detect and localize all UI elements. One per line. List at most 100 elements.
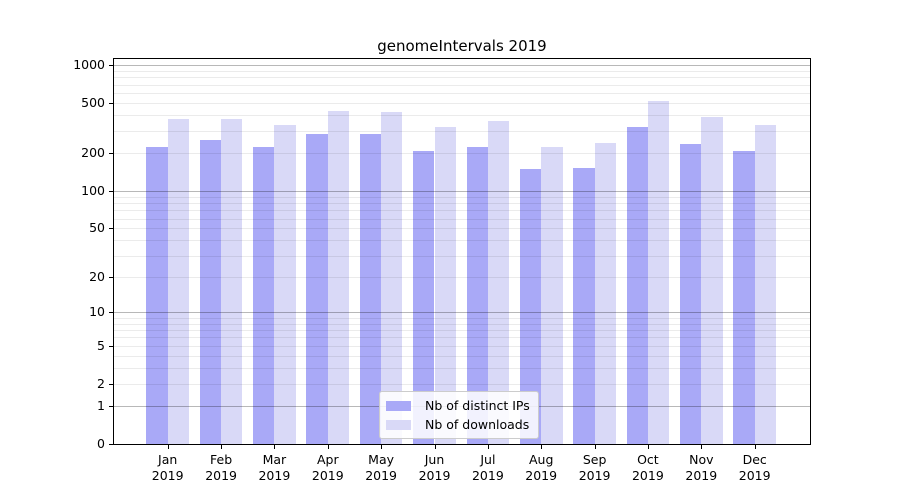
bar-downloads-feb — [221, 118, 243, 444]
bar-distinct-ips-sep — [573, 167, 595, 444]
gridline-major-10 — [114, 312, 810, 314]
x-tick-label-nov: Nov 2019 — [685, 452, 718, 483]
gridline-minor-200 — [114, 153, 810, 154]
gridline-minor-2 — [114, 383, 810, 385]
gridline-minor-7 — [114, 329, 810, 331]
x-tick-mark-sep — [594, 445, 596, 449]
legend-item-distinct-ips: Nb of distinct IPs — [386, 398, 530, 413]
legend-item-downloads: Nb of downloads — [386, 417, 530, 432]
y-tick-label-10: 10 — [89, 304, 105, 320]
x-tick-mark-mar — [274, 445, 276, 449]
bar-downloads-may — [381, 112, 403, 444]
y-tick-mark-500 — [109, 102, 113, 104]
gridline-minor-3 — [114, 367, 810, 369]
y-tick-mark-100 — [109, 190, 113, 192]
x-tick-mark-nov — [701, 445, 703, 449]
bar-distinct-ips-oct — [626, 127, 648, 444]
gridline-minor-50 — [114, 228, 810, 230]
x-tick-mark-jun — [434, 445, 436, 449]
y-tick-mark-1000 — [109, 65, 113, 66]
y-tick-label-100: 100 — [81, 182, 105, 198]
bar-distinct-ips-jan — [146, 146, 168, 444]
x-tick-mark-feb — [221, 445, 223, 449]
gridline-minor-900 — [114, 70, 810, 72]
chart-title: genomeIntervals 2019 — [377, 37, 547, 55]
bar-distinct-ips-jun — [413, 150, 435, 444]
gridline-minor-20 — [114, 277, 810, 278]
x-tick-label-aug: Aug 2019 — [525, 452, 558, 483]
bar-downloads-apr — [327, 110, 350, 444]
gridline-minor-4 — [114, 355, 810, 357]
bar-downloads-oct — [647, 100, 670, 444]
gridline-minor-6 — [114, 337, 810, 339]
gridline-minor-40 — [114, 240, 810, 242]
x-tick-mark-aug — [541, 445, 543, 449]
y-tick-mark-5 — [109, 345, 113, 347]
x-tick-mark-jan — [167, 445, 169, 449]
bars-layer — [114, 59, 810, 444]
y-tick-label-5: 5 — [97, 337, 105, 353]
gridline-minor-30 — [114, 255, 810, 257]
x-tick-label-jun: Jun 2019 — [418, 452, 451, 483]
bar-downloads-sep — [594, 143, 616, 444]
x-tick-mark-may — [381, 445, 383, 449]
x-tick-mark-jul — [487, 445, 489, 449]
bar-downloads-jan — [167, 118, 190, 444]
legend-swatch-distinct-ips — [386, 400, 411, 411]
bar-distinct-ips-aug — [519, 168, 542, 444]
legend: Nb of distinct IPs Nb of downloads — [379, 391, 539, 439]
y-tick-mark-2 — [109, 383, 113, 385]
gridline-minor-5 — [114, 345, 810, 347]
x-tick-label-sep: Sep 2019 — [578, 452, 611, 483]
bar-downloads-jul — [487, 121, 510, 444]
x-tick-label-mar: Mar 2019 — [258, 452, 291, 483]
bar-downloads-nov — [701, 116, 723, 444]
gridline-minor-500 — [114, 102, 810, 104]
bar-distinct-ips-dec — [733, 150, 755, 444]
y-tick-label-0: 0 — [97, 436, 105, 451]
gridline-minor-90 — [114, 196, 810, 198]
x-tick-mark-oct — [647, 445, 649, 449]
y-tick-label-2: 2 — [97, 375, 105, 391]
x-tick-label-dec: Dec 2019 — [738, 452, 771, 483]
gridline-minor-700 — [114, 84, 810, 86]
legend-label-downloads: Nb of downloads — [425, 417, 530, 432]
bar-downloads-dec — [754, 125, 777, 444]
x-tick-label-jan: Jan 2019 — [151, 452, 184, 483]
bar-distinct-ips-apr — [306, 133, 328, 444]
bar-downloads-mar — [274, 124, 296, 444]
y-tick-mark-200 — [109, 153, 113, 154]
gridline-minor-60 — [114, 218, 810, 220]
y-tick-mark-0 — [109, 444, 113, 445]
gridline-minor-400 — [114, 115, 810, 117]
gridline-minor-800 — [114, 77, 810, 79]
bar-distinct-ips-mar — [253, 146, 275, 444]
gridline-minor-9 — [114, 317, 810, 319]
x-tick-mark-dec — [754, 445, 756, 449]
legend-swatch-downloads — [386, 419, 411, 430]
y-tick-label-500: 500 — [81, 94, 105, 110]
x-tick-label-apr: Apr 2019 — [311, 452, 344, 483]
bar-downloads-aug — [541, 146, 563, 444]
x-tick-label-jul: Jul 2019 — [471, 452, 504, 483]
bar-distinct-ips-jul — [466, 146, 488, 444]
x-tick-mark-apr — [327, 445, 329, 449]
y-tick-mark-50 — [109, 228, 113, 230]
y-tick-label-1: 1 — [97, 398, 105, 413]
legend-label-distinct-ips: Nb of distinct IPs — [425, 398, 530, 413]
bar-distinct-ips-feb — [199, 140, 222, 444]
y-tick-label-200: 200 — [81, 145, 105, 160]
gridline-minor-70 — [114, 210, 810, 212]
y-tick-label-50: 50 — [89, 220, 105, 236]
y-tick-mark-1 — [109, 406, 113, 407]
plot-area: Nb of distinct IPs Nb of downloads — [113, 58, 811, 445]
bar-distinct-ips-nov — [679, 144, 702, 444]
x-tick-label-may: May 2019 — [365, 452, 397, 483]
bar-distinct-ips-may — [359, 133, 382, 444]
gridline-minor-300 — [114, 130, 810, 132]
gridline-minor-8 — [114, 323, 810, 325]
grid-layer — [114, 59, 810, 444]
y-tick-mark-20 — [109, 277, 113, 278]
x-tick-label-feb: Feb 2019 — [205, 452, 237, 483]
